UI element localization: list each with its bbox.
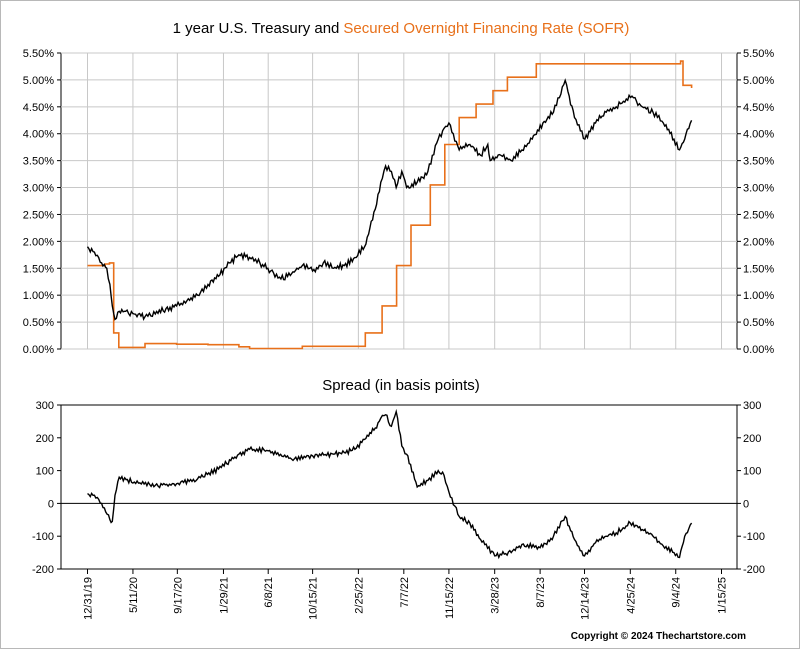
x-axis-tick-label: 2/25/22 (353, 577, 365, 614)
top-chart-title-main: 1 year U.S. Treasury and (173, 20, 340, 37)
bottom-y-tick-label-right: 100 (743, 466, 761, 478)
top-y-tick-label-right: 2.00% (743, 236, 774, 248)
top-y-tick-label-left: 2.00% (23, 236, 54, 248)
copyright-notice: Copyright © 2024 Thechartstore.com (571, 631, 746, 642)
x-axis-tick-label: 8/7/23 (535, 577, 547, 608)
bottom-y-tick-label-right: -100 (743, 531, 765, 543)
top-y-tick-label-right: 3.00% (743, 183, 774, 195)
bottom-y-axis-right: -200 -100 0 100 200 300 (737, 400, 765, 576)
bottom-y-tick-label-left: 200 (36, 433, 54, 445)
top-series-group (86, 60, 693, 350)
top-y-axis-right: 0.00% 0.50% 1.00% 1.50% 2.00% 2.50% 3.00% 3.50%… (737, 48, 774, 356)
bottom-x-axis: 12/31/19 5/11/20 9/17/20 1/29/21 6/8/21 10/15… (83, 569, 729, 620)
top-y-tick-label-left: 5.50% (23, 48, 54, 60)
bottom-y-tick-label-left: 300 (36, 400, 54, 412)
top-y-tick-label-right: 2.50% (743, 209, 774, 221)
top-y-tick-label-right: 1.00% (743, 290, 774, 302)
x-axis-tick-label: 12/14/23 (580, 577, 592, 620)
top-y-tick-label-left: 1.50% (23, 263, 54, 275)
top-y-tick-label-left: 4.00% (23, 129, 54, 141)
top-gridlines (61, 52, 737, 350)
top-y-tick-label-right: 4.00% (743, 129, 774, 141)
bottom-y-tick-label-left: -200 (32, 564, 54, 576)
top-y-tick-label-right: 1.50% (743, 263, 774, 275)
x-axis-tick-label: 7/7/22 (399, 577, 411, 608)
top-y-tick-label-left: 1.00% (23, 290, 54, 302)
bottom-y-tick-label-left: 0 (48, 498, 54, 510)
x-axis-tick-label: 1/29/21 (218, 577, 230, 614)
x-axis-tick-label: 12/31/19 (83, 577, 95, 620)
top-y-axis-left: 0.00% 0.50% 1.00% 1.50% 2.00% 2.50% 3.00% 3.50%… (23, 48, 61, 356)
top-chart-title-highlight: Secured Overnight Financing Rate (SOFR) (343, 20, 629, 37)
top-y-tick-label-left: 3.50% (23, 156, 54, 168)
bottom-chart-title: Spread (in basis points) (322, 377, 480, 394)
x-axis-tick-label: 5/11/20 (128, 577, 140, 613)
top-y-tick-label-right: 4.50% (743, 102, 774, 114)
bottom-y-tick-label-left: -100 (32, 531, 54, 543)
top-y-tick-label-right: 5.00% (743, 75, 774, 87)
sofr-series-line (87, 60, 693, 350)
x-axis-tick-label: 9/4/24 (671, 577, 683, 608)
top-y-tick-label-left: 0.00% (23, 344, 54, 356)
top-y-tick-label-left: 4.50% (23, 102, 54, 114)
bottom-series-group (87, 408, 693, 560)
x-axis-tick-label: 3/28/23 (490, 577, 502, 614)
x-axis-tick-label: 10/15/21 (308, 577, 320, 620)
top-y-tick-label-right: 3.50% (743, 156, 774, 168)
x-axis-tick-label: 6/8/21 (263, 577, 275, 608)
x-axis-tick-label: 1/15/25 (717, 577, 729, 614)
x-axis-tick-label: 11/15/22 (444, 577, 456, 619)
top-y-tick-label-right: 0.00% (743, 344, 774, 356)
treasury-series-line (86, 78, 693, 321)
top-y-tick-label-left: 3.00% (23, 183, 54, 195)
bottom-y-tick-label-right: -200 (743, 564, 765, 576)
x-axis-tick-label: 4/25/24 (625, 577, 637, 614)
top-y-tick-label-right: 5.50% (743, 48, 774, 60)
bottom-y-axis-left: -200 -100 0 100 200 300 (32, 400, 61, 576)
bottom-y-tick-label-right: 200 (743, 433, 761, 445)
bottom-y-tick-label-right: 0 (743, 498, 749, 510)
top-y-tick-label-left: 5.00% (23, 75, 54, 87)
top-chart-title: 1 year U.S. Treasury and Secured Overnigh… (173, 20, 630, 37)
bottom-y-tick-label-right: 300 (743, 400, 761, 412)
x-axis-tick-label: 9/17/20 (172, 577, 184, 614)
bottom-y-tick-label-left: 100 (36, 466, 54, 478)
top-y-tick-label-left: 2.50% (23, 209, 54, 221)
top-y-tick-label-left: 0.50% (23, 317, 54, 329)
top-y-tick-label-right: 0.50% (743, 317, 774, 329)
spread-series-line (87, 408, 693, 560)
